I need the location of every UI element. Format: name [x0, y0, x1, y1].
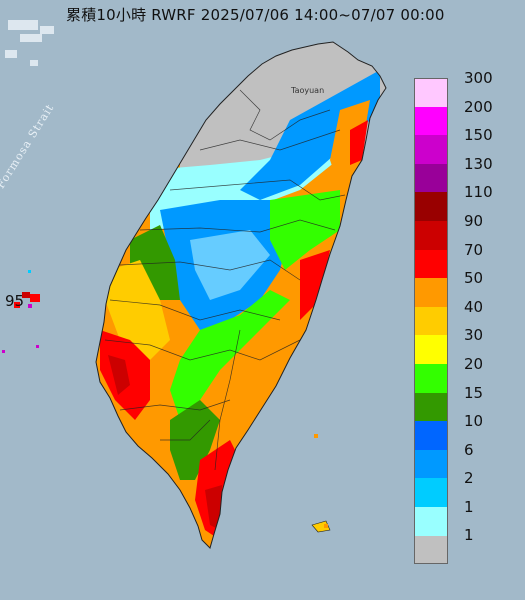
- legend-swatch: [414, 106, 448, 136]
- legend-swatch: [414, 220, 448, 250]
- city-label: Taoyuan: [291, 86, 325, 95]
- legend-row: 20: [414, 355, 512, 393]
- legend-row: 10: [414, 412, 512, 450]
- cloud-speckle: [5, 20, 54, 66]
- legend-row: 300: [414, 69, 512, 107]
- legend-swatch: [414, 535, 448, 565]
- legend-swatch: [414, 78, 448, 107]
- legend-label: 110: [464, 183, 493, 202]
- legend-row: 150: [414, 126, 512, 164]
- legend-label: 150: [464, 126, 493, 145]
- legend-label: 50: [464, 269, 484, 288]
- legend-row: 70: [414, 241, 512, 279]
- county-borders: [104, 89, 346, 471]
- legend-swatch: [414, 392, 448, 422]
- legend-label: 20: [464, 354, 484, 373]
- legend-row: 200: [414, 98, 512, 136]
- legend-swatch: [414, 449, 448, 479]
- legend-label: 6: [464, 440, 474, 459]
- legend-row: 6: [414, 441, 512, 479]
- eastern-islets: [311, 434, 331, 533]
- legend-label: 130: [464, 154, 493, 173]
- legend-swatch: [414, 478, 448, 507]
- legend-row: 110: [414, 183, 512, 221]
- legend-row: 30: [414, 326, 512, 364]
- legend-swatch: [414, 192, 448, 221]
- legend-label: 10: [464, 412, 484, 431]
- legend-label: 1: [464, 497, 474, 516]
- island-value-label: 95: [5, 292, 25, 310]
- legend-swatch: [414, 421, 448, 450]
- legend-label: 90: [464, 211, 484, 230]
- legend-label: 30: [464, 326, 484, 345]
- legend-swatch: [414, 135, 448, 164]
- legend-label: 300: [464, 69, 493, 87]
- legend-label: 2: [464, 469, 474, 488]
- legend-row: 2: [414, 469, 512, 507]
- legend-row: 40: [414, 298, 512, 336]
- legend-label: 70: [464, 240, 484, 259]
- legend-row: 50: [414, 269, 512, 307]
- legend-bottom-label: 1: [464, 525, 474, 544]
- legend-label: 40: [464, 297, 484, 316]
- legend-row: 15: [414, 384, 512, 422]
- penghu-islands: [2, 270, 40, 353]
- coastline: [95, 41, 387, 549]
- legend-row: 130: [414, 155, 512, 193]
- legend-label: 200: [464, 97, 493, 116]
- legend-swatch: [414, 306, 448, 336]
- legend-swatch: [414, 335, 448, 364]
- legend-swatch: [414, 278, 448, 307]
- legend-swatch: [414, 163, 448, 193]
- color-legend: 300 200 150 130 110 90 70 50 40 30 20 15 10 6 2 1 1: [414, 69, 512, 565]
- map-title: 累積10小時 RWRF 2025/07/06 14:00~07/07 00:00: [66, 6, 445, 24]
- legend-label: 15: [464, 383, 484, 402]
- legend-row: [414, 535, 512, 565]
- legend-row: 90: [414, 212, 512, 250]
- legend-swatch: [414, 506, 448, 536]
- legend-swatch: [414, 249, 448, 279]
- legend-swatch: [414, 363, 448, 393]
